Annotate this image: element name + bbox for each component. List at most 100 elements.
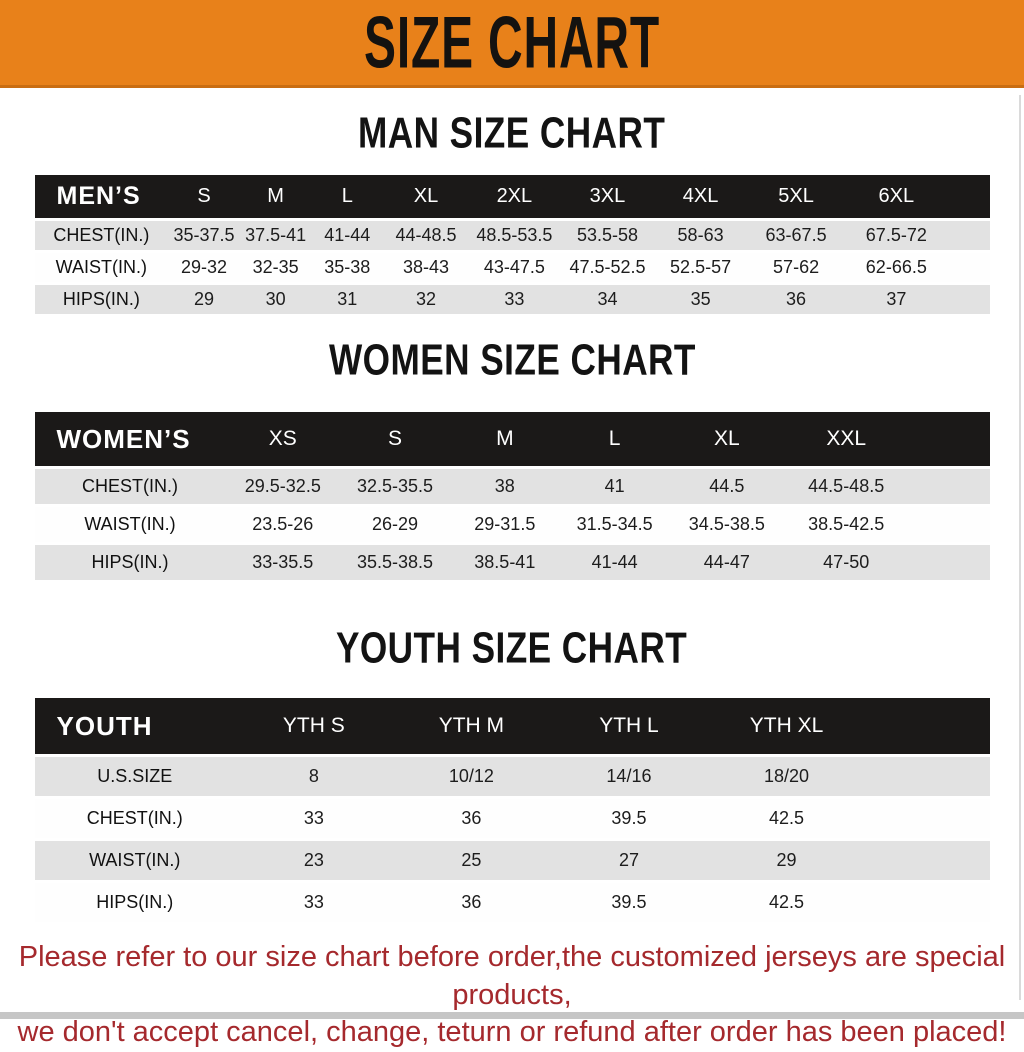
men-column-header: L <box>311 175 384 218</box>
bottom-bar <box>0 1012 1024 1019</box>
women-cell-value: 31.5-34.5 <box>559 507 670 542</box>
youth-row-2: WAIST(IN.) 23 25 27 29 <box>34 841 990 880</box>
spacer-cell <box>908 469 990 504</box>
men-cell-value: 34 <box>559 285 656 314</box>
youth-row-3: HIPS(IN.) 33 36 39.5 42.5 <box>34 883 990 922</box>
youth-cell-value: 27 <box>550 841 708 880</box>
men-row-label: HIPS(IN.) <box>34 285 169 314</box>
spacer-cell <box>865 698 990 754</box>
women-row-2: HIPS(IN.) 33-35.5 35.5-38.5 38.5-41 41-44 44-… <box>34 545 990 580</box>
men-column-header: 6XL <box>846 175 947 218</box>
women-cell-value: 34.5-38.5 <box>669 507 785 542</box>
men-cell-value: 38-43 <box>383 253 469 282</box>
women-column-header: S <box>340 412 450 466</box>
youth-column-header: YTH XL <box>707 698 866 754</box>
women-size-table: WOMEN’S XS S M L XL XXL CHEST(IN.) 29.5-32.5 32.5… <box>34 409 990 583</box>
women-row-label: WAIST(IN.) <box>34 507 226 542</box>
youth-column-header: YTH S <box>235 698 393 754</box>
men-cell-value: 30 <box>239 285 312 314</box>
women-cell-value: 32.5-35.5 <box>340 469 450 504</box>
women-cell-value: 35.5-38.5 <box>340 545 450 580</box>
spacer-cell <box>908 507 990 542</box>
women-cell-value: 44.5-48.5 <box>784 469 909 504</box>
men-column-header: 5XL <box>745 175 847 218</box>
youth-cell-value: 29 <box>707 841 866 880</box>
youth-table-label: YOUTH <box>34 698 236 754</box>
men-cell-value: 29-32 <box>168 253 240 282</box>
men-column-header: 3XL <box>559 175 656 218</box>
youth-row-label: U.S.SIZE <box>34 757 236 796</box>
men-cell-value: 63-67.5 <box>745 221 847 250</box>
youth-cell-value: 42.5 <box>707 799 866 838</box>
youth-cell-value: 39.5 <box>550 883 708 922</box>
man-size-chart-title: MAN SIZE CHART <box>358 108 666 158</box>
women-column-header: M <box>449 412 560 466</box>
women-cell-value: 41 <box>559 469 670 504</box>
men-cell-value: 44-48.5 <box>383 221 469 250</box>
women-cell-value: 44.5 <box>669 469 785 504</box>
men-cell-value: 47.5-52.5 <box>559 253 656 282</box>
men-cell-value: 33 <box>469 285 560 314</box>
women-header-row: WOMEN’S XS S M L XL XXL <box>34 412 990 466</box>
youth-cell-value: 23 <box>235 841 393 880</box>
disclaimer-line-1: Please refer to our size chart before or… <box>18 941 1006 1011</box>
youth-row-1: CHEST(IN.) 33 36 39.5 42.5 <box>34 799 990 838</box>
women-cell-value: 41-44 <box>559 545 670 580</box>
men-cell-value: 53.5-58 <box>559 221 656 250</box>
women-row-label: HIPS(IN.) <box>34 545 226 580</box>
men-cell-value: 48.5-53.5 <box>469 221 560 250</box>
women-cell-value: 44-47 <box>669 545 785 580</box>
youth-cell-value: 42.5 <box>707 883 866 922</box>
youth-cell-value: 10/12 <box>392 757 551 796</box>
youth-header-row: YOUTH YTH S YTH M YTH L YTH XL <box>34 698 990 754</box>
women-column-header: XL <box>669 412 785 466</box>
youth-cell-value: 36 <box>392 799 551 838</box>
men-cell-value: 35-37.5 <box>168 221 240 250</box>
youth-cell-value: 39.5 <box>550 799 708 838</box>
men-row-label: CHEST(IN.) <box>34 221 169 250</box>
youth-row-label: HIPS(IN.) <box>34 883 236 922</box>
women-column-header: XXL <box>784 412 909 466</box>
youth-cell-value: 36 <box>392 883 551 922</box>
youth-column-header: YTH L <box>550 698 708 754</box>
men-cell-value: 58-63 <box>655 221 746 250</box>
spacer-cell <box>865 841 990 880</box>
women-cell-value: 23.5-26 <box>225 507 341 542</box>
men-cell-value: 35 <box>655 285 746 314</box>
spacer-cell <box>865 757 990 796</box>
men-cell-value: 32 <box>383 285 469 314</box>
men-header-row: MEN’S S M L XL 2XL 3XL 4XL 5XL 6XL <box>34 175 990 218</box>
disclaimer-note: Please refer to our size chart before or… <box>0 939 1024 1052</box>
men-row-1: WAIST(IN.) 29-32 32-35 35-38 38-43 43-47.5 47.… <box>34 253 990 282</box>
size-chart-banner: SIZE CHART <box>0 0 1024 88</box>
women-cell-value: 38.5-41 <box>449 545 560 580</box>
men-cell-value: 31 <box>311 285 384 314</box>
spacer-cell <box>908 412 990 466</box>
men-cell-value: 37.5-41 <box>239 221 312 250</box>
women-cell-value: 26-29 <box>340 507 450 542</box>
men-cell-value: 35-38 <box>311 253 384 282</box>
disclaimer-line-2: we don't accept cancel, change, teturn o… <box>17 1016 1007 1049</box>
men-cell-value: 41-44 <box>311 221 384 250</box>
youth-cell-value: 14/16 <box>550 757 708 796</box>
women-cell-value: 29-31.5 <box>449 507 560 542</box>
youth-row-0: U.S.SIZE 8 10/12 14/16 18/20 <box>34 757 990 796</box>
youth-cell-value: 33 <box>235 799 393 838</box>
right-edge-divider <box>1019 95 1021 1000</box>
youth-size-table: YOUTH YTH S YTH M YTH L YTH XL U.S.SIZE 8 10/12… <box>34 695 990 925</box>
men-cell-value: 57-62 <box>745 253 847 282</box>
women-row-0: CHEST(IN.) 29.5-32.5 32.5-35.5 38 41 44.5 44.5… <box>34 469 990 504</box>
women-cell-value: 29.5-32.5 <box>225 469 341 504</box>
size-chart-banner-title: SIZE CHART <box>364 1 660 84</box>
men-cell-value: 67.5-72 <box>846 221 947 250</box>
youth-column-header: YTH M <box>392 698 551 754</box>
women-column-header: L <box>559 412 670 466</box>
men-cell-value: 32-35 <box>239 253 312 282</box>
women-cell-value: 47-50 <box>784 545 909 580</box>
women-column-header: XS <box>225 412 341 466</box>
spacer-cell <box>865 799 990 838</box>
men-cell-value: 36 <box>745 285 847 314</box>
men-column-header: XL <box>383 175 469 218</box>
spacer-cell <box>946 285 990 314</box>
spacer-cell <box>946 221 990 250</box>
